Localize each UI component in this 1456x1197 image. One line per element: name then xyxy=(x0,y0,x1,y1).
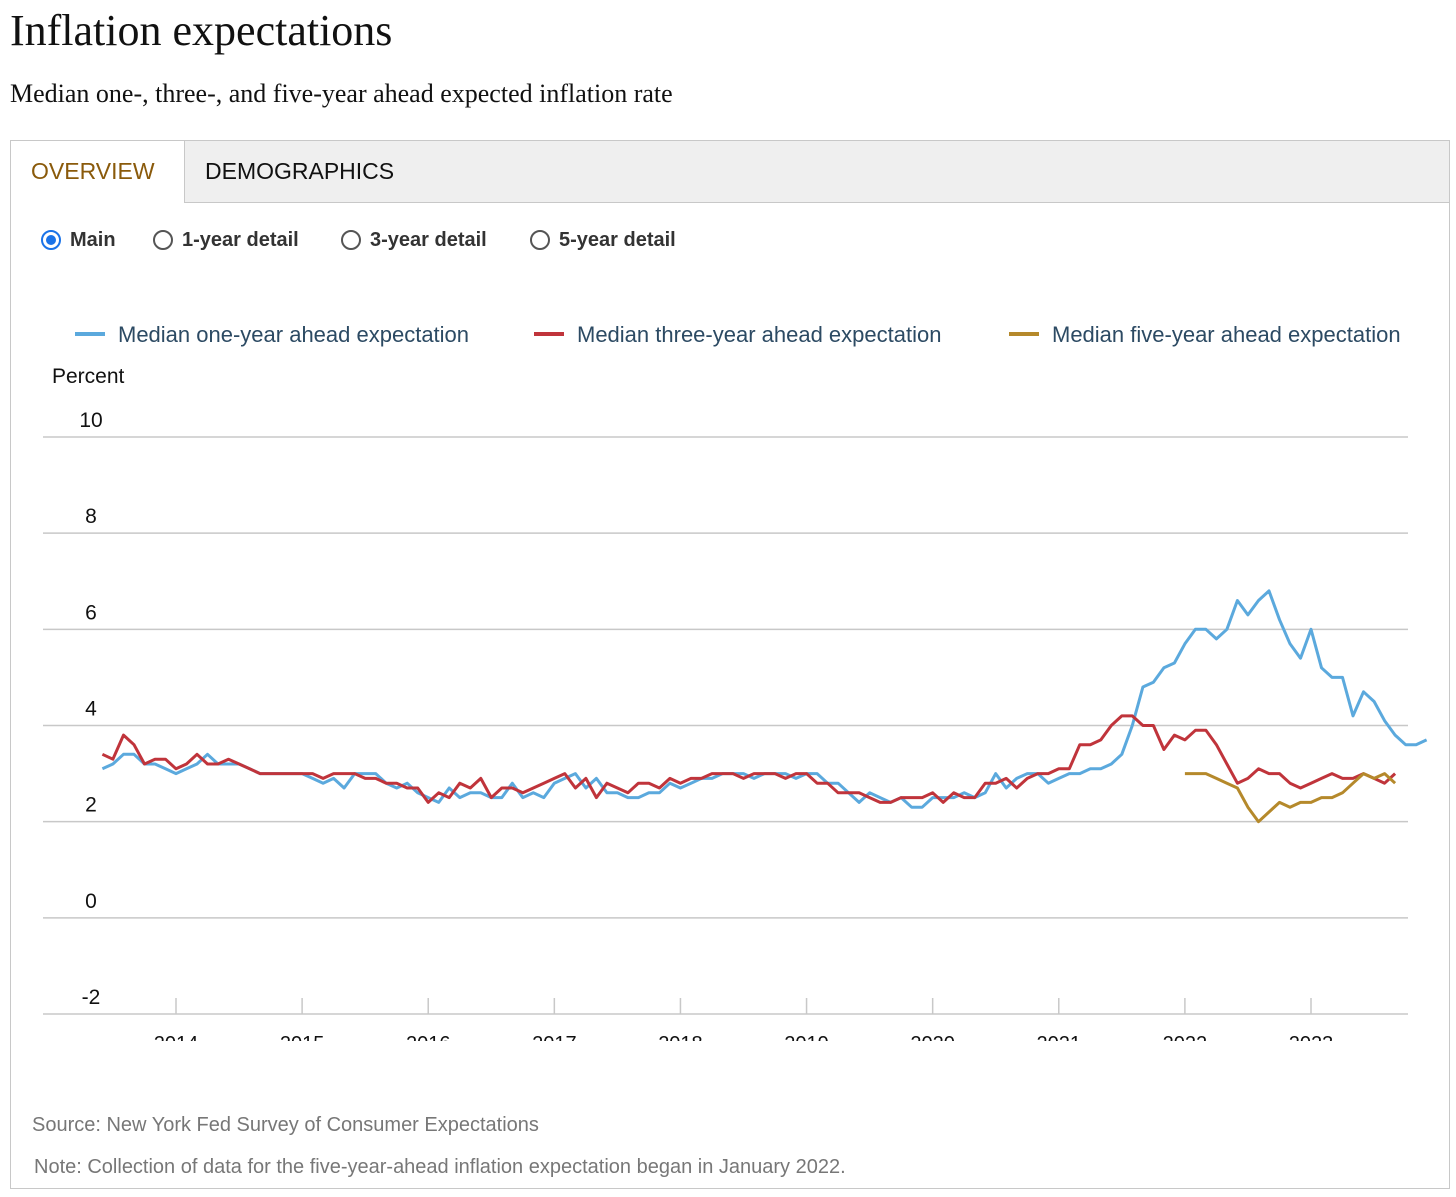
legend-label[interactable]: Median one-year ahead expectation xyxy=(118,322,469,347)
x-tick-label: 2018 xyxy=(658,1033,703,1041)
legend-label[interactable]: Median five-year ahead expectation xyxy=(1052,322,1401,347)
x-tick-label: 2021 xyxy=(1037,1033,1082,1041)
x-tick-label: 2016 xyxy=(406,1033,451,1041)
radio-5-year-label: 5-year detail xyxy=(559,228,676,251)
radio-unselected-icon xyxy=(341,230,361,250)
x-tick-label: 2022 xyxy=(1163,1033,1208,1041)
chart-panel: OVERVIEW DEMOGRAPHICS Main 1-year detail… xyxy=(10,140,1450,1189)
x-tick-label: 2020 xyxy=(910,1033,955,1041)
x-tick-label: 2019 xyxy=(784,1033,829,1041)
tab-demographics[interactable]: DEMOGRAPHICS xyxy=(205,158,395,184)
y-tick-label: 0 xyxy=(85,890,97,913)
y-tick-label: 8 xyxy=(85,505,97,528)
y-axis-label: Percent xyxy=(52,365,125,388)
legend-label[interactable]: Median three-year ahead expectation xyxy=(577,322,941,347)
inflation-chart: Median one-year ahead expectation Median … xyxy=(43,322,1428,1041)
radio-selected-icon xyxy=(41,230,61,250)
series-line-2 xyxy=(101,714,1397,804)
tab-overview[interactable]: OVERVIEW xyxy=(11,141,185,203)
radio-3-year-label: 3-year detail xyxy=(370,228,487,251)
radio-unselected-icon xyxy=(153,230,173,250)
radio-1-year-detail[interactable]: 1-year detail xyxy=(153,225,299,255)
x-tick-label: 2017 xyxy=(532,1033,577,1041)
page-subtitle: Median one-, three-, and five-year ahead… xyxy=(10,79,673,108)
radio-5-year-detail[interactable]: 5-year detail xyxy=(530,225,676,255)
y-tick-label: 6 xyxy=(85,601,97,624)
y-axis-ticks: 10 8 6 4 2 0 -2 xyxy=(79,409,102,1009)
series-lines xyxy=(101,589,1428,824)
x-tick-label: 2015 xyxy=(280,1033,325,1041)
radio-3-year-detail[interactable]: 3-year detail xyxy=(341,225,487,255)
source-note: Source: New York Fed Survey of Consumer … xyxy=(32,1114,539,1136)
collection-note: Note: Collection of data for the five-ye… xyxy=(34,1156,846,1178)
series-line-3 xyxy=(1184,772,1397,824)
radio-1-year-label: 1-year detail xyxy=(182,228,299,251)
x-tick-label: 2014 xyxy=(154,1033,199,1041)
x-axis-ticks: 2014 2015 2016 2017 2018 2019 2020 2021 2022 2023 xyxy=(154,998,1334,1041)
page-title: Inflation expectations xyxy=(10,6,393,55)
y-tick-label: 2 xyxy=(85,794,97,817)
y-tick-label: 10 xyxy=(79,409,102,432)
tab-bar: OVERVIEW DEMOGRAPHICS xyxy=(11,141,1449,203)
y-tick-label: -2 xyxy=(82,986,101,1009)
gridlines xyxy=(43,436,1408,1015)
chart-legend: Median one-year ahead expectation Median … xyxy=(75,322,1401,347)
radio-unselected-icon xyxy=(530,230,550,250)
y-tick-label: 4 xyxy=(85,698,97,721)
x-tick-label: 2023 xyxy=(1289,1033,1334,1041)
radio-main-label: Main xyxy=(70,228,116,251)
radio-main[interactable]: Main xyxy=(41,225,116,255)
